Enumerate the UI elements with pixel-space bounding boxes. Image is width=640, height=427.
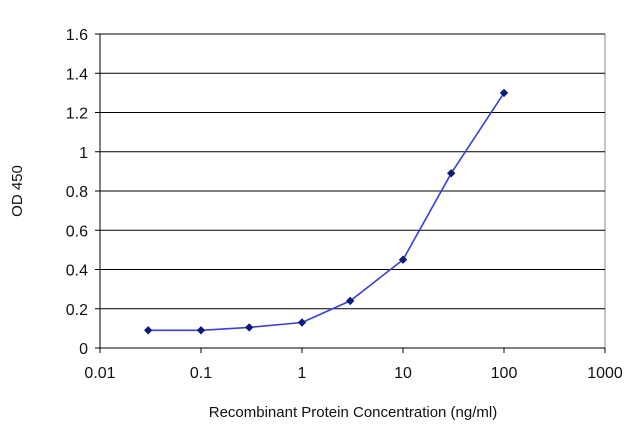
y-tick-label-3: 0.6 xyxy=(66,223,88,240)
data-point-0 xyxy=(144,326,153,335)
y-tick-labels: 0 0.2 0.4 0.6 0.8 1 1.2 1.4 1.6 xyxy=(66,27,88,358)
series-line-0 xyxy=(148,92,505,332)
y-tick-label-0: 0 xyxy=(79,341,88,358)
data-point-4 xyxy=(346,296,355,306)
y-axis-title: OD 450 xyxy=(9,165,26,217)
y-tick-label-5: 1 xyxy=(79,145,88,162)
data-point-6 xyxy=(447,169,456,178)
data-point-7 xyxy=(499,88,509,98)
x-axis-title: Recombinant Protein Concentration (ng/ml… xyxy=(209,404,497,421)
data-point-3 xyxy=(297,318,307,327)
x-tick-labels: 0.01 0.1 1 10 100 1000 xyxy=(84,365,622,382)
y-tick-label-1: 0.2 xyxy=(66,302,88,319)
x-tick-label-2: 1 xyxy=(298,365,307,382)
x-tick-label-4: 100 xyxy=(491,365,518,382)
data-point-5 xyxy=(398,255,408,264)
x-tick-label-0: 0.01 xyxy=(84,365,115,382)
y-tick-label-2: 0.4 xyxy=(66,263,88,280)
data-point-2 xyxy=(245,323,254,332)
data-point-1 xyxy=(196,326,206,335)
series-layer xyxy=(144,88,509,335)
x-tick-label-1: 0.1 xyxy=(190,365,212,382)
axes xyxy=(95,33,606,353)
y-tick-label-6: 1.2 xyxy=(66,106,88,123)
x-tick-label-5: 1000 xyxy=(587,365,623,382)
y-tick-label-7: 1.4 xyxy=(66,66,88,83)
gridlines xyxy=(100,33,605,310)
x-tick-label-3: 10 xyxy=(394,365,412,382)
y-tick-label-4: 0.8 xyxy=(66,184,88,201)
y-tick-label-8: 1.6 xyxy=(66,27,88,44)
